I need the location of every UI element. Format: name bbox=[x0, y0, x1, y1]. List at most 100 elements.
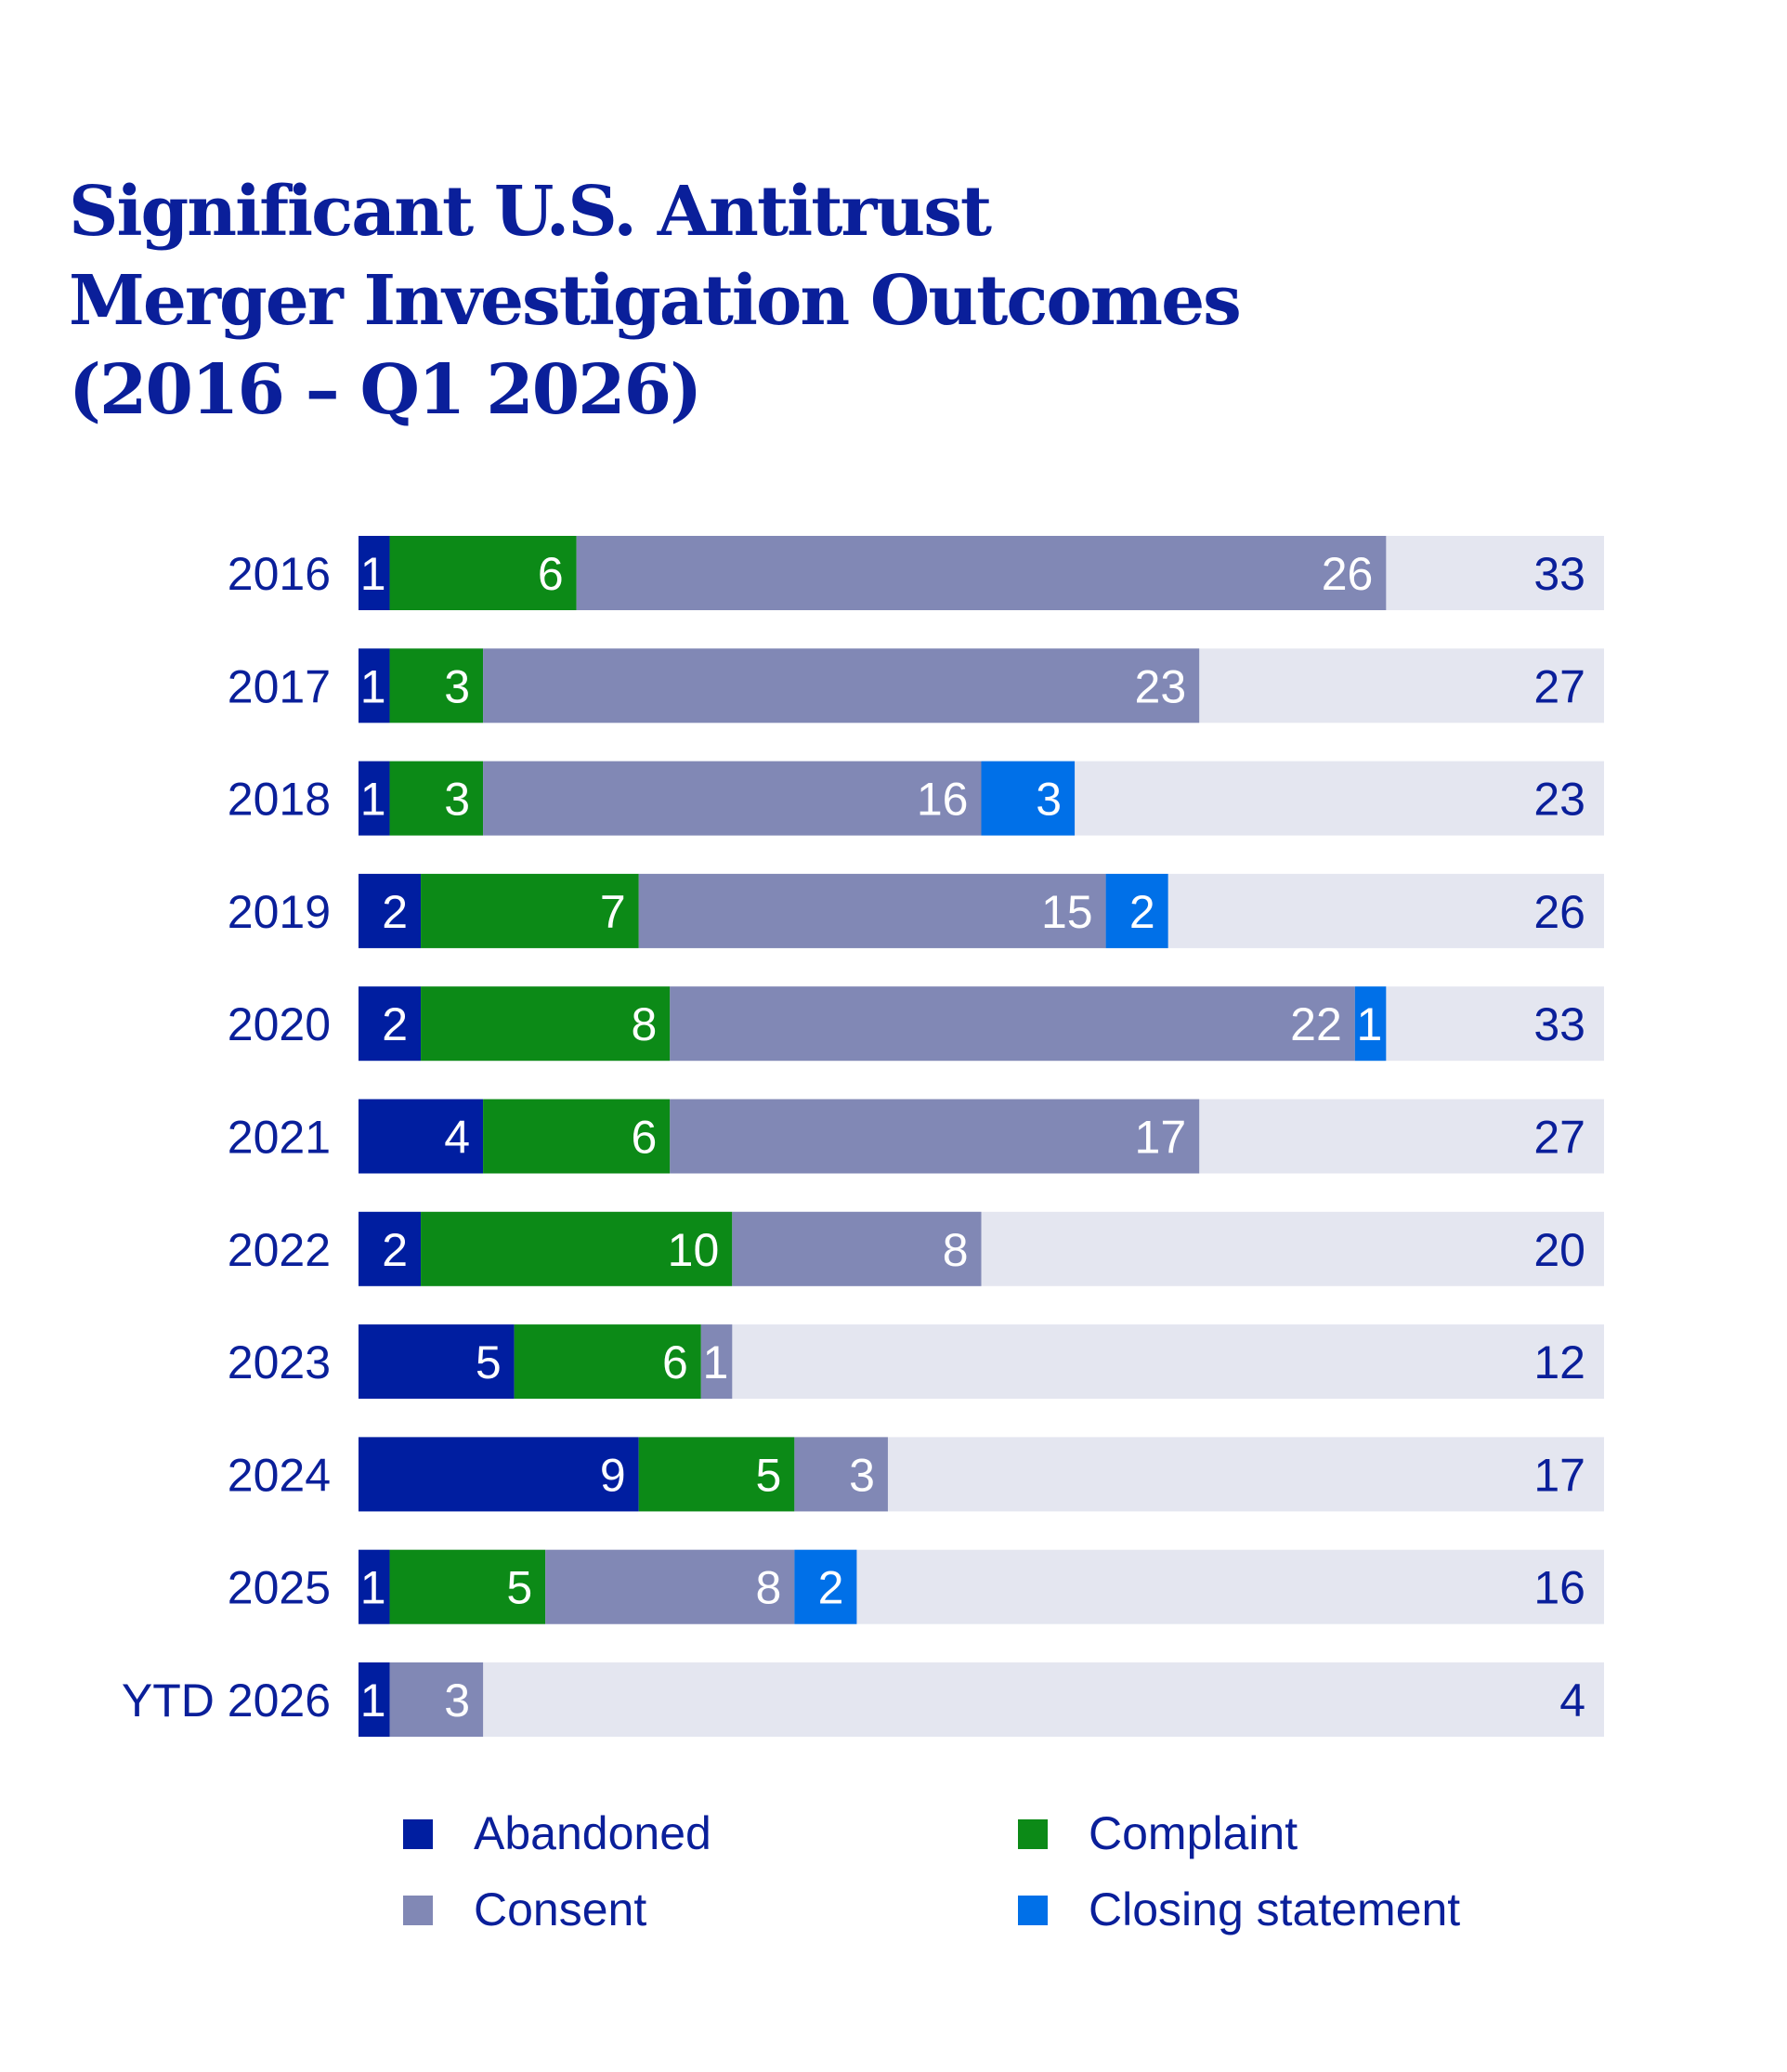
bar-segment-abandoned bbox=[359, 1437, 639, 1512]
total-label: 33 bbox=[1533, 548, 1585, 600]
bar-segment-abandoned bbox=[359, 986, 422, 1062]
bar-background bbox=[359, 1662, 1604, 1737]
title-line: Merger Investigation Outcomes bbox=[69, 261, 1242, 341]
data-label: 8 bbox=[943, 1224, 969, 1276]
data-label: 3 bbox=[444, 774, 470, 826]
legend-label: Closing statement bbox=[1089, 1883, 1460, 1935]
bar-segment-complaint bbox=[483, 1099, 671, 1174]
bar-segment-closing-statement bbox=[1354, 986, 1387, 1062]
total-label: 16 bbox=[1533, 1562, 1585, 1614]
legend-swatch bbox=[1018, 1896, 1048, 1925]
bar-segment-consent bbox=[389, 1662, 484, 1737]
legend-swatch bbox=[403, 1819, 433, 1849]
bar-segment-consent bbox=[670, 1099, 1200, 1174]
data-label: 6 bbox=[662, 1336, 688, 1388]
data-label: 2 bbox=[1129, 886, 1155, 938]
bar-segment-abandoned bbox=[359, 1099, 484, 1174]
data-label: 1 bbox=[1357, 998, 1383, 1050]
bar-segment-consent bbox=[638, 873, 1106, 948]
bar-segment-consent bbox=[483, 648, 1200, 723]
data-label: 1 bbox=[360, 660, 386, 712]
data-label: 3 bbox=[849, 1449, 875, 1501]
data-label: 5 bbox=[476, 1336, 502, 1388]
bar-segment-consent bbox=[794, 1437, 888, 1512]
data-label: 3 bbox=[1036, 774, 1062, 826]
bar-segment-complaint bbox=[389, 1549, 546, 1624]
data-label: 10 bbox=[668, 1224, 720, 1276]
total-label: 17 bbox=[1533, 1449, 1585, 1501]
bar-segment-abandoned bbox=[359, 1549, 390, 1624]
bar-segment-consent bbox=[576, 536, 1387, 610]
bar-segment-abandoned bbox=[359, 1324, 515, 1400]
category-label: 2023 bbox=[228, 1336, 331, 1388]
legend-label: Abandoned bbox=[474, 1807, 711, 1859]
data-label: 5 bbox=[756, 1449, 782, 1501]
bar-segment-abandoned bbox=[359, 761, 390, 836]
category-label: 2018 bbox=[228, 774, 331, 826]
data-label: 3 bbox=[444, 660, 470, 712]
bar-segment-complaint bbox=[421, 873, 639, 948]
bar-segment-complaint bbox=[421, 1211, 733, 1286]
data-label: 15 bbox=[1041, 886, 1093, 938]
data-label: 26 bbox=[1322, 548, 1374, 600]
category-label: 2020 bbox=[228, 998, 331, 1050]
data-label: 6 bbox=[538, 548, 564, 600]
total-label: 23 bbox=[1533, 774, 1585, 826]
category-label: 2017 bbox=[228, 660, 331, 712]
legend-swatch bbox=[403, 1896, 433, 1925]
data-label: 2 bbox=[382, 998, 408, 1050]
data-label: 8 bbox=[756, 1562, 782, 1614]
data-label: 1 bbox=[360, 548, 386, 600]
legend-swatch bbox=[1018, 1819, 1048, 1849]
bar-segment-abandoned bbox=[359, 873, 422, 948]
chart-title: Significant U.S. Antitrust Merger Invest… bbox=[69, 167, 1242, 435]
bar-segment-abandoned bbox=[359, 648, 390, 723]
bar-segment-complaint bbox=[389, 536, 577, 610]
data-label: 2 bbox=[818, 1562, 844, 1614]
data-label: 5 bbox=[506, 1562, 532, 1614]
total-label: 27 bbox=[1533, 1112, 1585, 1164]
category-label: 2021 bbox=[228, 1112, 331, 1164]
data-label: 2 bbox=[382, 886, 408, 938]
bar-segment-consent bbox=[700, 1324, 733, 1400]
legend-label: Consent bbox=[474, 1883, 646, 1935]
data-label: 7 bbox=[600, 886, 626, 938]
category-label: 2024 bbox=[228, 1449, 331, 1501]
bar-segment-complaint bbox=[389, 761, 484, 836]
total-label: 12 bbox=[1533, 1336, 1585, 1388]
bar-segment-closing-statement bbox=[1105, 873, 1168, 948]
category-label: 2019 bbox=[228, 886, 331, 938]
category-label: YTD 2026 bbox=[122, 1675, 331, 1727]
bar-segment-abandoned bbox=[359, 1662, 390, 1737]
legend-label: Complaint bbox=[1089, 1807, 1298, 1859]
data-label: 1 bbox=[360, 1562, 386, 1614]
bar-segment-consent bbox=[732, 1211, 982, 1286]
category-label: 2016 bbox=[228, 548, 331, 600]
data-label: 6 bbox=[631, 1112, 657, 1164]
bar-segment-abandoned bbox=[359, 1211, 422, 1286]
data-label: 1 bbox=[360, 1675, 386, 1727]
bar-segment-consent bbox=[545, 1549, 795, 1624]
title-line: Significant U.S. Antitrust bbox=[69, 172, 992, 252]
data-label: 1 bbox=[360, 774, 386, 826]
data-label: 4 bbox=[444, 1112, 470, 1164]
bar-segment-closing-statement bbox=[981, 761, 1076, 836]
title-line: (2016 – Q1 2026) bbox=[69, 350, 702, 430]
bar-segment-consent bbox=[670, 986, 1355, 1062]
total-label: 33 bbox=[1533, 998, 1585, 1050]
bar-segment-consent bbox=[483, 761, 982, 836]
data-label: 3 bbox=[444, 1675, 470, 1727]
data-label: 9 bbox=[600, 1449, 626, 1501]
bar-segment-complaint bbox=[514, 1324, 701, 1400]
data-label: 16 bbox=[917, 774, 969, 826]
data-label: 2 bbox=[382, 1224, 408, 1276]
total-label: 27 bbox=[1533, 660, 1585, 712]
category-label: 2025 bbox=[228, 1562, 331, 1614]
data-label: 17 bbox=[1135, 1112, 1187, 1164]
total-label: 20 bbox=[1533, 1224, 1585, 1276]
data-label: 8 bbox=[631, 998, 657, 1050]
bar-segment-complaint bbox=[421, 986, 671, 1062]
bar-segment-closing-statement bbox=[794, 1549, 857, 1624]
total-label: 26 bbox=[1533, 886, 1585, 938]
